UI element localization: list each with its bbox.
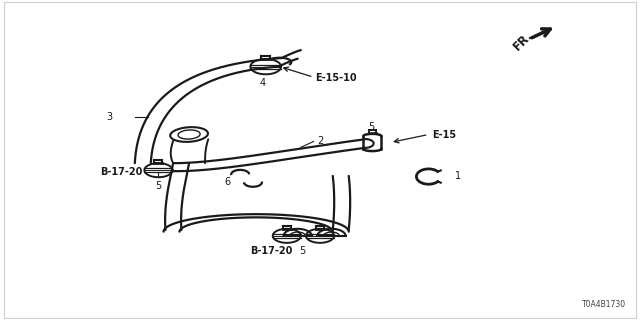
Text: 2: 2 [317, 136, 323, 146]
Text: T0A4B1730: T0A4B1730 [582, 300, 627, 309]
Text: 5: 5 [299, 246, 305, 256]
Text: 3: 3 [106, 112, 113, 122]
Text: 5: 5 [156, 181, 161, 191]
Text: 6: 6 [225, 177, 230, 187]
Text: E-15-10: E-15-10 [315, 73, 356, 83]
Text: B-17-20: B-17-20 [250, 246, 292, 256]
Text: E-15: E-15 [432, 130, 456, 140]
Text: 4: 4 [259, 78, 266, 88]
Text: FR.: FR. [511, 29, 536, 53]
Text: 5: 5 [368, 122, 374, 132]
Text: B-17-20: B-17-20 [100, 167, 142, 177]
Text: 1: 1 [456, 171, 461, 181]
